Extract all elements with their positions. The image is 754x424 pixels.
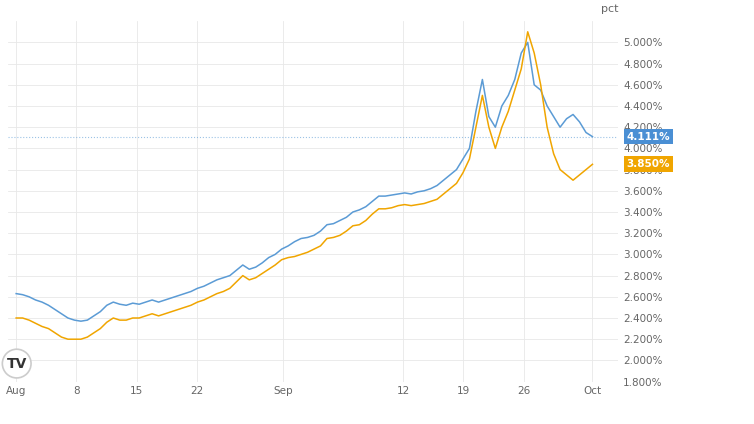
- Text: 3.850%: 3.850%: [627, 159, 670, 169]
- Text: pct: pct: [601, 4, 618, 14]
- Text: TV: TV: [7, 357, 27, 371]
- Text: 4.111%: 4.111%: [627, 131, 670, 142]
